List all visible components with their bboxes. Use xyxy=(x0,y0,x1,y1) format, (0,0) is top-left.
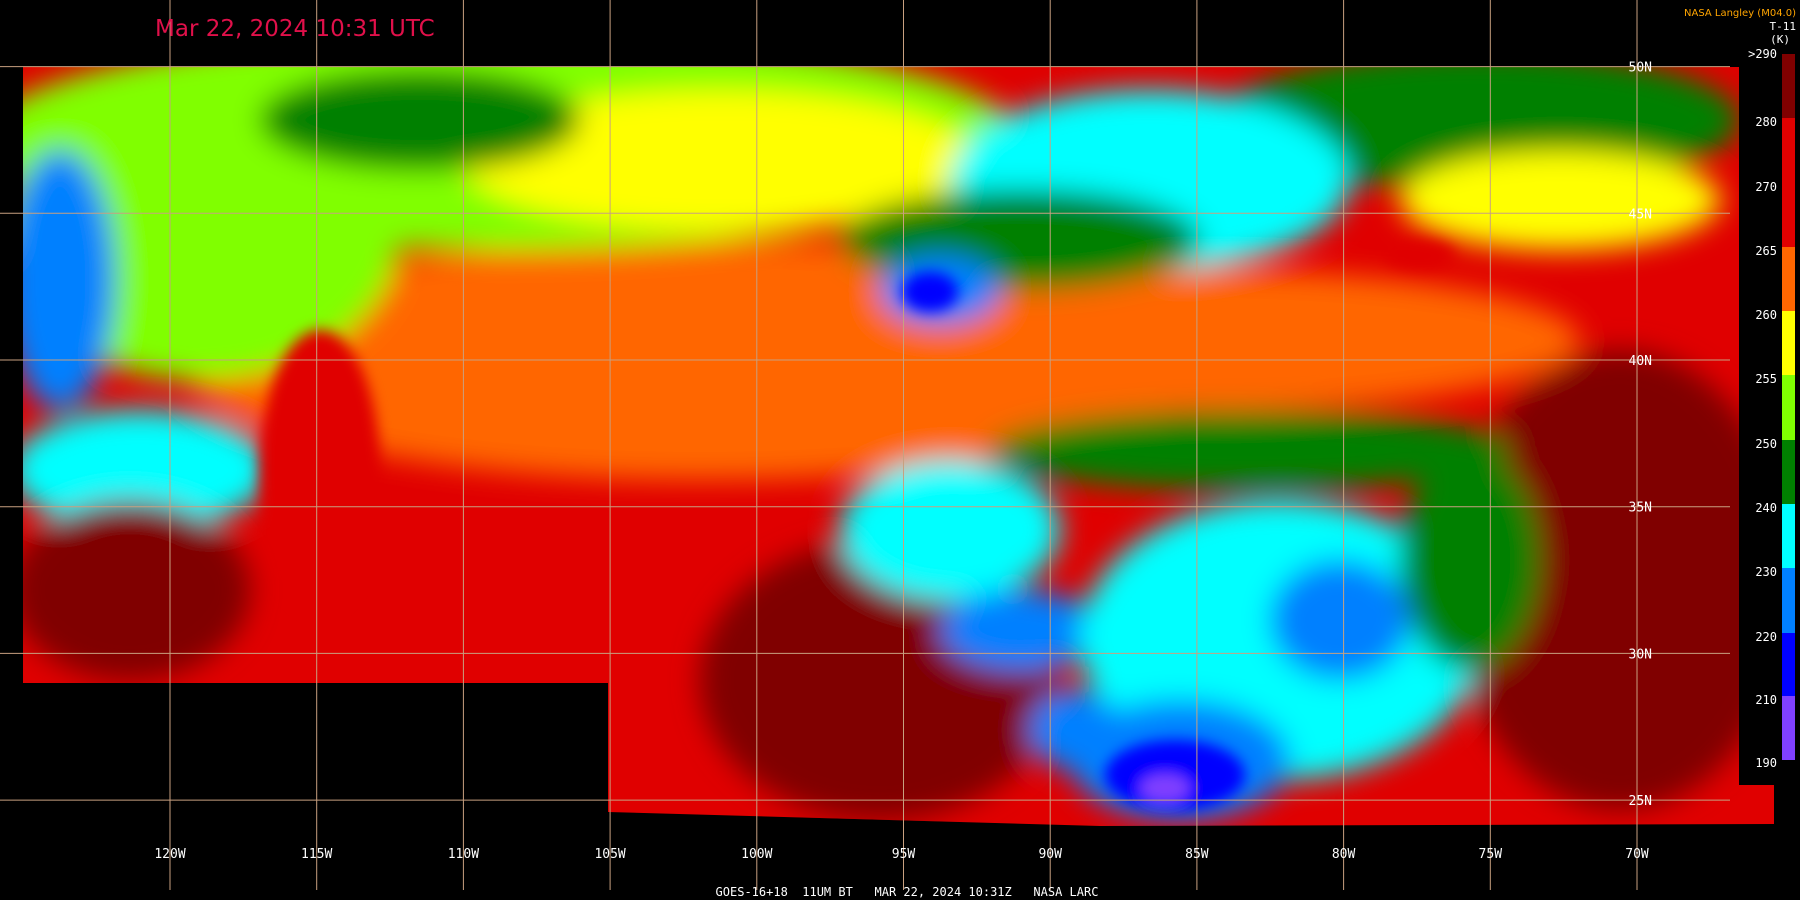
colorbar-label: 210 xyxy=(1755,693,1777,707)
cloud-cores xyxy=(260,241,1455,810)
longitude-label: 70W xyxy=(1625,847,1649,862)
channel: T-11 xyxy=(1770,20,1797,33)
units: (K) xyxy=(1770,33,1790,46)
colorbar-label: >290 xyxy=(1748,47,1777,61)
longitude-label: 75W xyxy=(1479,847,1503,862)
colorbar-labels: >290 280 270 265 260 255 250 240 230 220 210 190 xyxy=(1748,47,1777,770)
longitude-label: 120W xyxy=(154,847,185,862)
colorbar-label: 190 xyxy=(1755,756,1777,770)
colorbar xyxy=(1782,54,1795,760)
latitude-label: 50N xyxy=(1629,61,1652,76)
title: Mar 22, 2024 10:31 UTC xyxy=(155,16,435,42)
colorbar-label: 280 xyxy=(1755,115,1777,129)
latitude-label: 25N xyxy=(1629,794,1652,809)
credit: NASA Langley (M04.0) xyxy=(1684,8,1796,19)
longitude-label: 85W xyxy=(1185,847,1209,862)
colorbar-label: 230 xyxy=(1755,565,1777,579)
graticule: 120W 115W 110W 105W 100W 95W 90W 85W 80W 75W 70W 50… xyxy=(0,0,1730,890)
latitude-label: 40N xyxy=(1629,354,1652,369)
colorbar-label: 265 xyxy=(1755,244,1777,258)
latitude-label: 45N xyxy=(1629,207,1652,222)
longitude-label: 95W xyxy=(892,847,916,862)
latitude-label: 30N xyxy=(1629,647,1652,662)
longitude-label: 115W xyxy=(301,847,332,862)
longitude-label: 80W xyxy=(1332,847,1356,862)
colorbar-label: 255 xyxy=(1755,372,1777,386)
colorbar-label: 260 xyxy=(1755,308,1777,322)
colorbar-label: 220 xyxy=(1755,630,1777,644)
colorbar-label: 240 xyxy=(1755,501,1777,515)
colorbar-label: 270 xyxy=(1755,180,1777,194)
colorbar-label: 250 xyxy=(1755,437,1777,451)
longitude-label: 105W xyxy=(594,847,625,862)
latitude-label: 35N xyxy=(1629,501,1652,516)
longitude-label: 100W xyxy=(741,847,772,862)
longitude-label: 110W xyxy=(448,847,479,862)
footer: GOES-16+18 11UM BT MAR 22, 2024 10:31Z N… xyxy=(716,885,1099,899)
longitude-label: 90W xyxy=(1038,847,1062,862)
